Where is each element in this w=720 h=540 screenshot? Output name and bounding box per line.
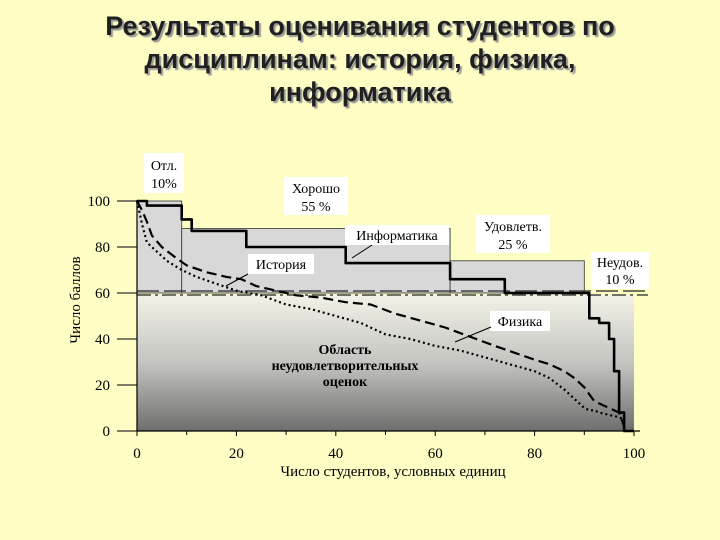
series-line-0 bbox=[137, 199, 634, 433]
y-tick-label-3: 60 bbox=[95, 286, 110, 302]
y-tick-label-5: 100 bbox=[88, 194, 111, 210]
callout-excellent-label: Отл. bbox=[151, 159, 177, 174]
area-label-line-2: неудовлетворительных bbox=[272, 359, 419, 374]
callout-excellent: Отл. 10% bbox=[144, 153, 184, 193]
series-name-informatics: Информатика bbox=[356, 229, 438, 244]
series-name-physics: Физика bbox=[498, 315, 543, 330]
callout-unsatisfactory-percent: 10 % bbox=[605, 273, 635, 288]
x-tick-label-3: 60 bbox=[428, 446, 443, 462]
callout-unsatisfactory-label: Неудов. bbox=[597, 256, 643, 271]
callout-unsatisfactory: Неудов. 10 % bbox=[591, 252, 649, 289]
x-tick-label-5: 100 bbox=[623, 446, 646, 462]
title-line-3: информатика bbox=[269, 77, 451, 107]
title-line-1: Результаты оценивания студентов по bbox=[105, 11, 615, 41]
callout-satisfactory-percent: 25 % bbox=[498, 238, 528, 253]
area-label-line-1: Область bbox=[319, 343, 372, 358]
x-tick-label-1: 20 bbox=[229, 446, 244, 462]
series-label-informatics: Информатика bbox=[345, 225, 449, 259]
y-tick-label-1: 20 bbox=[95, 378, 110, 394]
series-name-history: История bbox=[256, 258, 307, 273]
grade-band-2 bbox=[449, 260, 585, 294]
callout-satisfactory-label: Удовлетв. bbox=[484, 220, 542, 235]
y-tick-label-4: 80 bbox=[95, 240, 110, 256]
x-tick-label-0: 0 bbox=[133, 446, 141, 462]
y-tick-label-0: 0 bbox=[103, 424, 111, 440]
y-axis-label: Число баллов bbox=[68, 256, 84, 343]
series-label-history: История bbox=[225, 254, 314, 287]
area-label-line-3: оценок bbox=[323, 375, 368, 390]
x-tick-label-2: 40 bbox=[328, 446, 343, 462]
unsatisfactory-area bbox=[137, 295, 634, 431]
callout-excellent-percent: 10% bbox=[151, 177, 177, 192]
x-axis-label: Число студентов, условных единиц bbox=[280, 464, 505, 480]
x-tick-label-4: 80 bbox=[527, 446, 542, 462]
slide-title: Результаты оценивания студентов по дисци… bbox=[0, 10, 720, 109]
series-label-physics: Физика bbox=[454, 311, 550, 343]
callout-good: Хорошо 55 % bbox=[284, 177, 348, 215]
series-line-1 bbox=[136, 200, 626, 427]
callout-good-label: Хорошо bbox=[292, 182, 340, 197]
title-line-2: дисциплинам: история, физика, bbox=[144, 44, 576, 74]
callout-satisfactory: Удовлетв. 25 % bbox=[476, 215, 550, 253]
callout-good-percent: 55 % bbox=[301, 200, 331, 215]
y-tick-label-2: 40 bbox=[95, 332, 110, 348]
